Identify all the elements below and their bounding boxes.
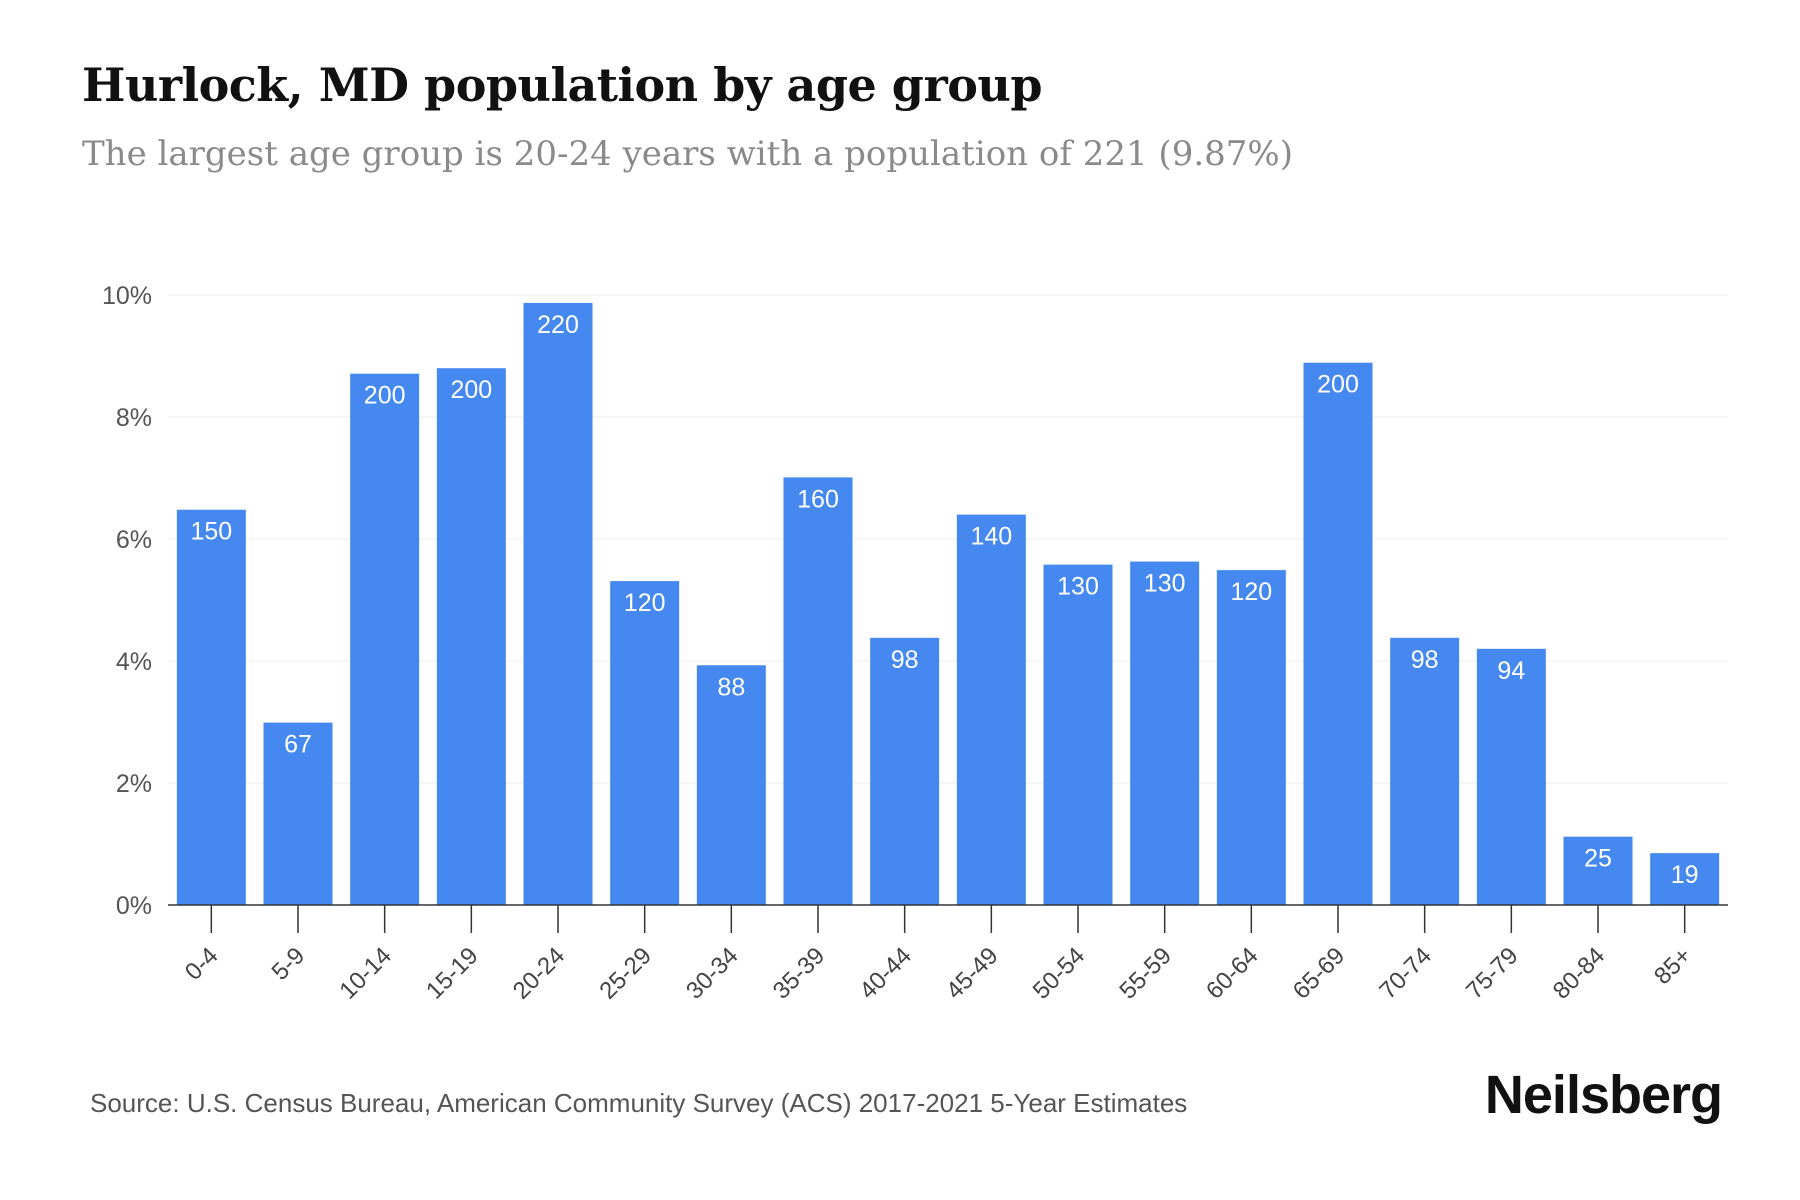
data-label: 160	[797, 485, 839, 513]
bar	[350, 373, 420, 905]
y-tick-label: 2%	[116, 770, 152, 798]
data-label: 120	[1230, 578, 1272, 606]
data-label: 150	[190, 518, 232, 546]
data-label: 140	[970, 523, 1012, 551]
bar	[956, 514, 1026, 905]
brand-logo: Neilsberg	[1484, 1065, 1723, 1125]
bar	[1216, 570, 1286, 905]
x-tick-label: 45-49	[941, 942, 1004, 1005]
bar	[1390, 637, 1460, 905]
bar	[1303, 362, 1373, 906]
x-tick-label: 55-59	[1114, 942, 1177, 1005]
bar	[523, 302, 593, 905]
x-tick-label: 20-24	[508, 942, 571, 1005]
x-tick-label: 15-19	[421, 942, 484, 1005]
data-label: 130	[1144, 570, 1186, 598]
bar	[176, 509, 246, 905]
x-tick-label: 85+	[1649, 942, 1697, 990]
data-label: 130	[1057, 573, 1099, 601]
data-label: 98	[891, 646, 919, 674]
y-tick-label: 6%	[116, 526, 152, 554]
chart-title: Hurlock, MD population by age group	[82, 58, 1042, 112]
bar	[610, 581, 680, 905]
y-tick-label: 0%	[116, 892, 152, 920]
data-label: 88	[717, 673, 745, 701]
y-tick-label: 4%	[116, 648, 152, 676]
y-tick-label: 8%	[116, 404, 152, 432]
data-label: 200	[450, 376, 492, 404]
bar	[696, 665, 766, 905]
bar	[783, 477, 853, 905]
data-label: 200	[364, 382, 406, 410]
x-tick-label: 35-39	[768, 942, 831, 1005]
x-tick-label: 80-84	[1548, 942, 1611, 1005]
data-label: 220	[537, 311, 579, 339]
x-tick-label: 5-9	[267, 942, 311, 986]
bar	[1043, 564, 1113, 905]
data-label: 120	[624, 589, 666, 617]
bar	[1650, 853, 1720, 905]
bar-chart: 0% 2% 4% 6% 8% 10% 150 0-4 67 5-9 200 10-14 200 15-19…	[102, 282, 1728, 1005]
data-label: 25	[1584, 845, 1612, 873]
bar	[263, 722, 333, 905]
x-tick-label: 50-54	[1028, 942, 1091, 1005]
bar	[870, 637, 940, 905]
data-label: 19	[1671, 861, 1699, 889]
x-tick-label: 70-74	[1374, 942, 1437, 1005]
data-label: 200	[1317, 371, 1359, 399]
x-tick-label: 75-79	[1461, 942, 1524, 1005]
bar	[436, 368, 506, 905]
source-note: Source: U.S. Census Bureau, American Com…	[90, 1088, 1188, 1118]
data-label: 67	[284, 731, 312, 759]
x-tick-label: 65-69	[1288, 942, 1351, 1005]
x-tick-label: 40-44	[854, 942, 917, 1005]
x-tick-label: 25-29	[594, 942, 657, 1005]
x-tick-label: 0-4	[180, 942, 224, 986]
x-tick-label: 10-14	[334, 942, 397, 1005]
y-tick-label: 10%	[102, 282, 152, 310]
bar	[1476, 648, 1546, 905]
x-tick-label: 60-64	[1201, 942, 1264, 1005]
chart-subtitle: The largest age group is 20-24 years wit…	[82, 134, 1293, 174]
bar	[1563, 836, 1633, 905]
data-label: 94	[1497, 657, 1525, 685]
bar	[1130, 561, 1200, 905]
x-tick-label: 30-34	[681, 942, 744, 1005]
data-label: 98	[1411, 646, 1439, 674]
